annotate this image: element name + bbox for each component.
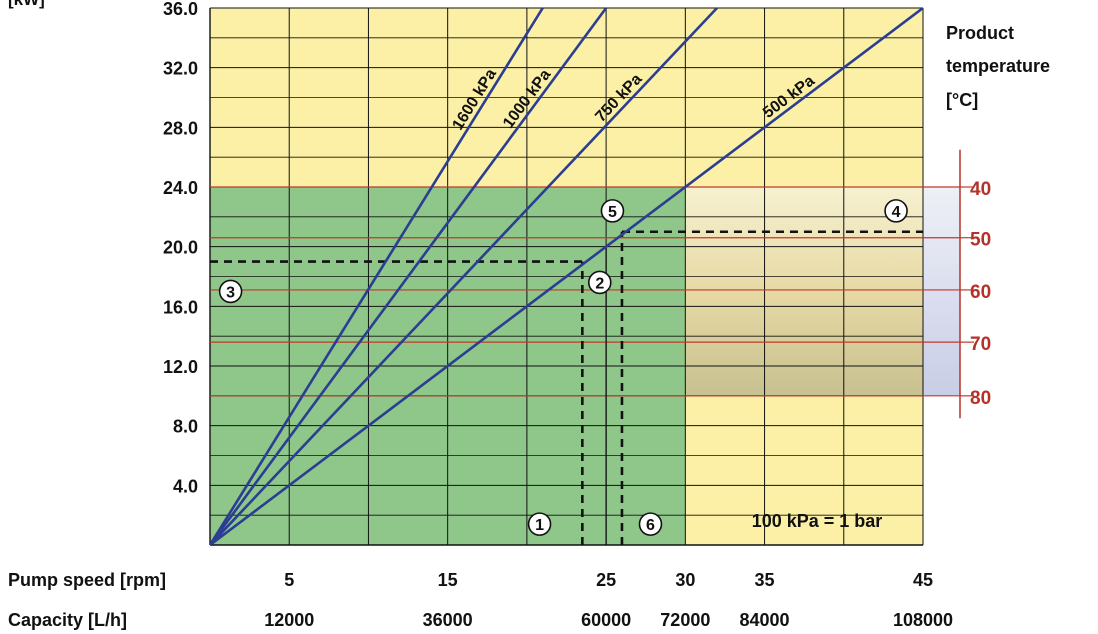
- y-tick-label: 20.0: [163, 238, 198, 258]
- step-marker-label-3: 3: [226, 284, 235, 301]
- step-marker-5: [600, 199, 625, 223]
- step-markers: 1 2 3 4 5 6: [218, 199, 908, 536]
- unit-note: 100 kPa = 1 bar: [752, 511, 883, 531]
- temperature-title-line-1: Product: [946, 23, 1014, 43]
- step-marker-2: [587, 270, 612, 295]
- y-tick-label: 32.0: [163, 59, 198, 79]
- temperature-band: [685, 187, 923, 396]
- y-tick-label: 36.0: [163, 0, 198, 19]
- capacity-tick-label: 36000: [423, 610, 473, 630]
- pump-speed-tick-label: 35: [755, 570, 775, 590]
- step-marker-3: [218, 279, 243, 304]
- temperature-label-70: 70: [970, 334, 991, 355]
- step-marker-1: [527, 512, 552, 536]
- y-tick-label: 24.0: [163, 178, 198, 198]
- temperature-label-60: 60: [970, 282, 991, 303]
- y-tick-label: 4.0: [173, 476, 198, 496]
- pump-speed-tick-label: 45: [913, 570, 933, 590]
- step-marker-label-2: 2: [595, 275, 604, 292]
- step-marker-label-6: 6: [646, 517, 655, 534]
- y-tick-label: 28.0: [163, 118, 198, 138]
- y-tick-label: 12.0: [163, 357, 198, 377]
- capacity-tick-label: 12000: [264, 610, 314, 630]
- capacity-tick-label: 72000: [660, 610, 710, 630]
- pressure-line-1000-kpa: [210, 8, 608, 545]
- step-marker-6: [638, 512, 663, 536]
- capacity-axis-label: Capacity [L/h]: [8, 610, 127, 630]
- pressure-lines: [210, 8, 923, 545]
- guide-lines: [210, 230, 923, 545]
- y-tick-label: 16.0: [163, 297, 198, 317]
- step-marker-label-4: 4: [892, 204, 901, 221]
- pressure-line-750-kpa: [210, 8, 718, 545]
- pump-speed-axis-label: Pump speed [rpm]: [8, 570, 166, 590]
- pump-speed-tick-label: 15: [438, 570, 458, 590]
- pressure-line-500-kpa: [210, 8, 923, 545]
- pump-speed-tick-label: 30: [675, 570, 695, 590]
- capacity-tick-label: 108000: [893, 610, 953, 630]
- capacity-tick-label: 60000: [581, 610, 631, 630]
- capacity-tick-label: 84000: [740, 610, 790, 630]
- pressure-line-1600-kpa: [210, 8, 544, 545]
- y-tick-label: 8.0: [173, 417, 198, 437]
- temperature-band-extension: [923, 187, 960, 396]
- y-unit-label: [kW]: [8, 0, 45, 9]
- temperature-label-80: 80: [970, 388, 991, 409]
- temperature-title-line-2: temperature: [946, 56, 1050, 76]
- step-marker-label-5: 5: [608, 204, 617, 221]
- temperature-title-line-3: [°C]: [946, 90, 978, 110]
- temperature-label-50: 50: [970, 230, 991, 251]
- step-marker-4: [884, 199, 908, 223]
- pump-speed-tick-label: 25: [596, 570, 616, 590]
- pump-speed-tick-label: 5: [284, 570, 294, 590]
- temperature-label-40: 40: [970, 179, 991, 200]
- step-marker-label-1: 1: [535, 517, 544, 534]
